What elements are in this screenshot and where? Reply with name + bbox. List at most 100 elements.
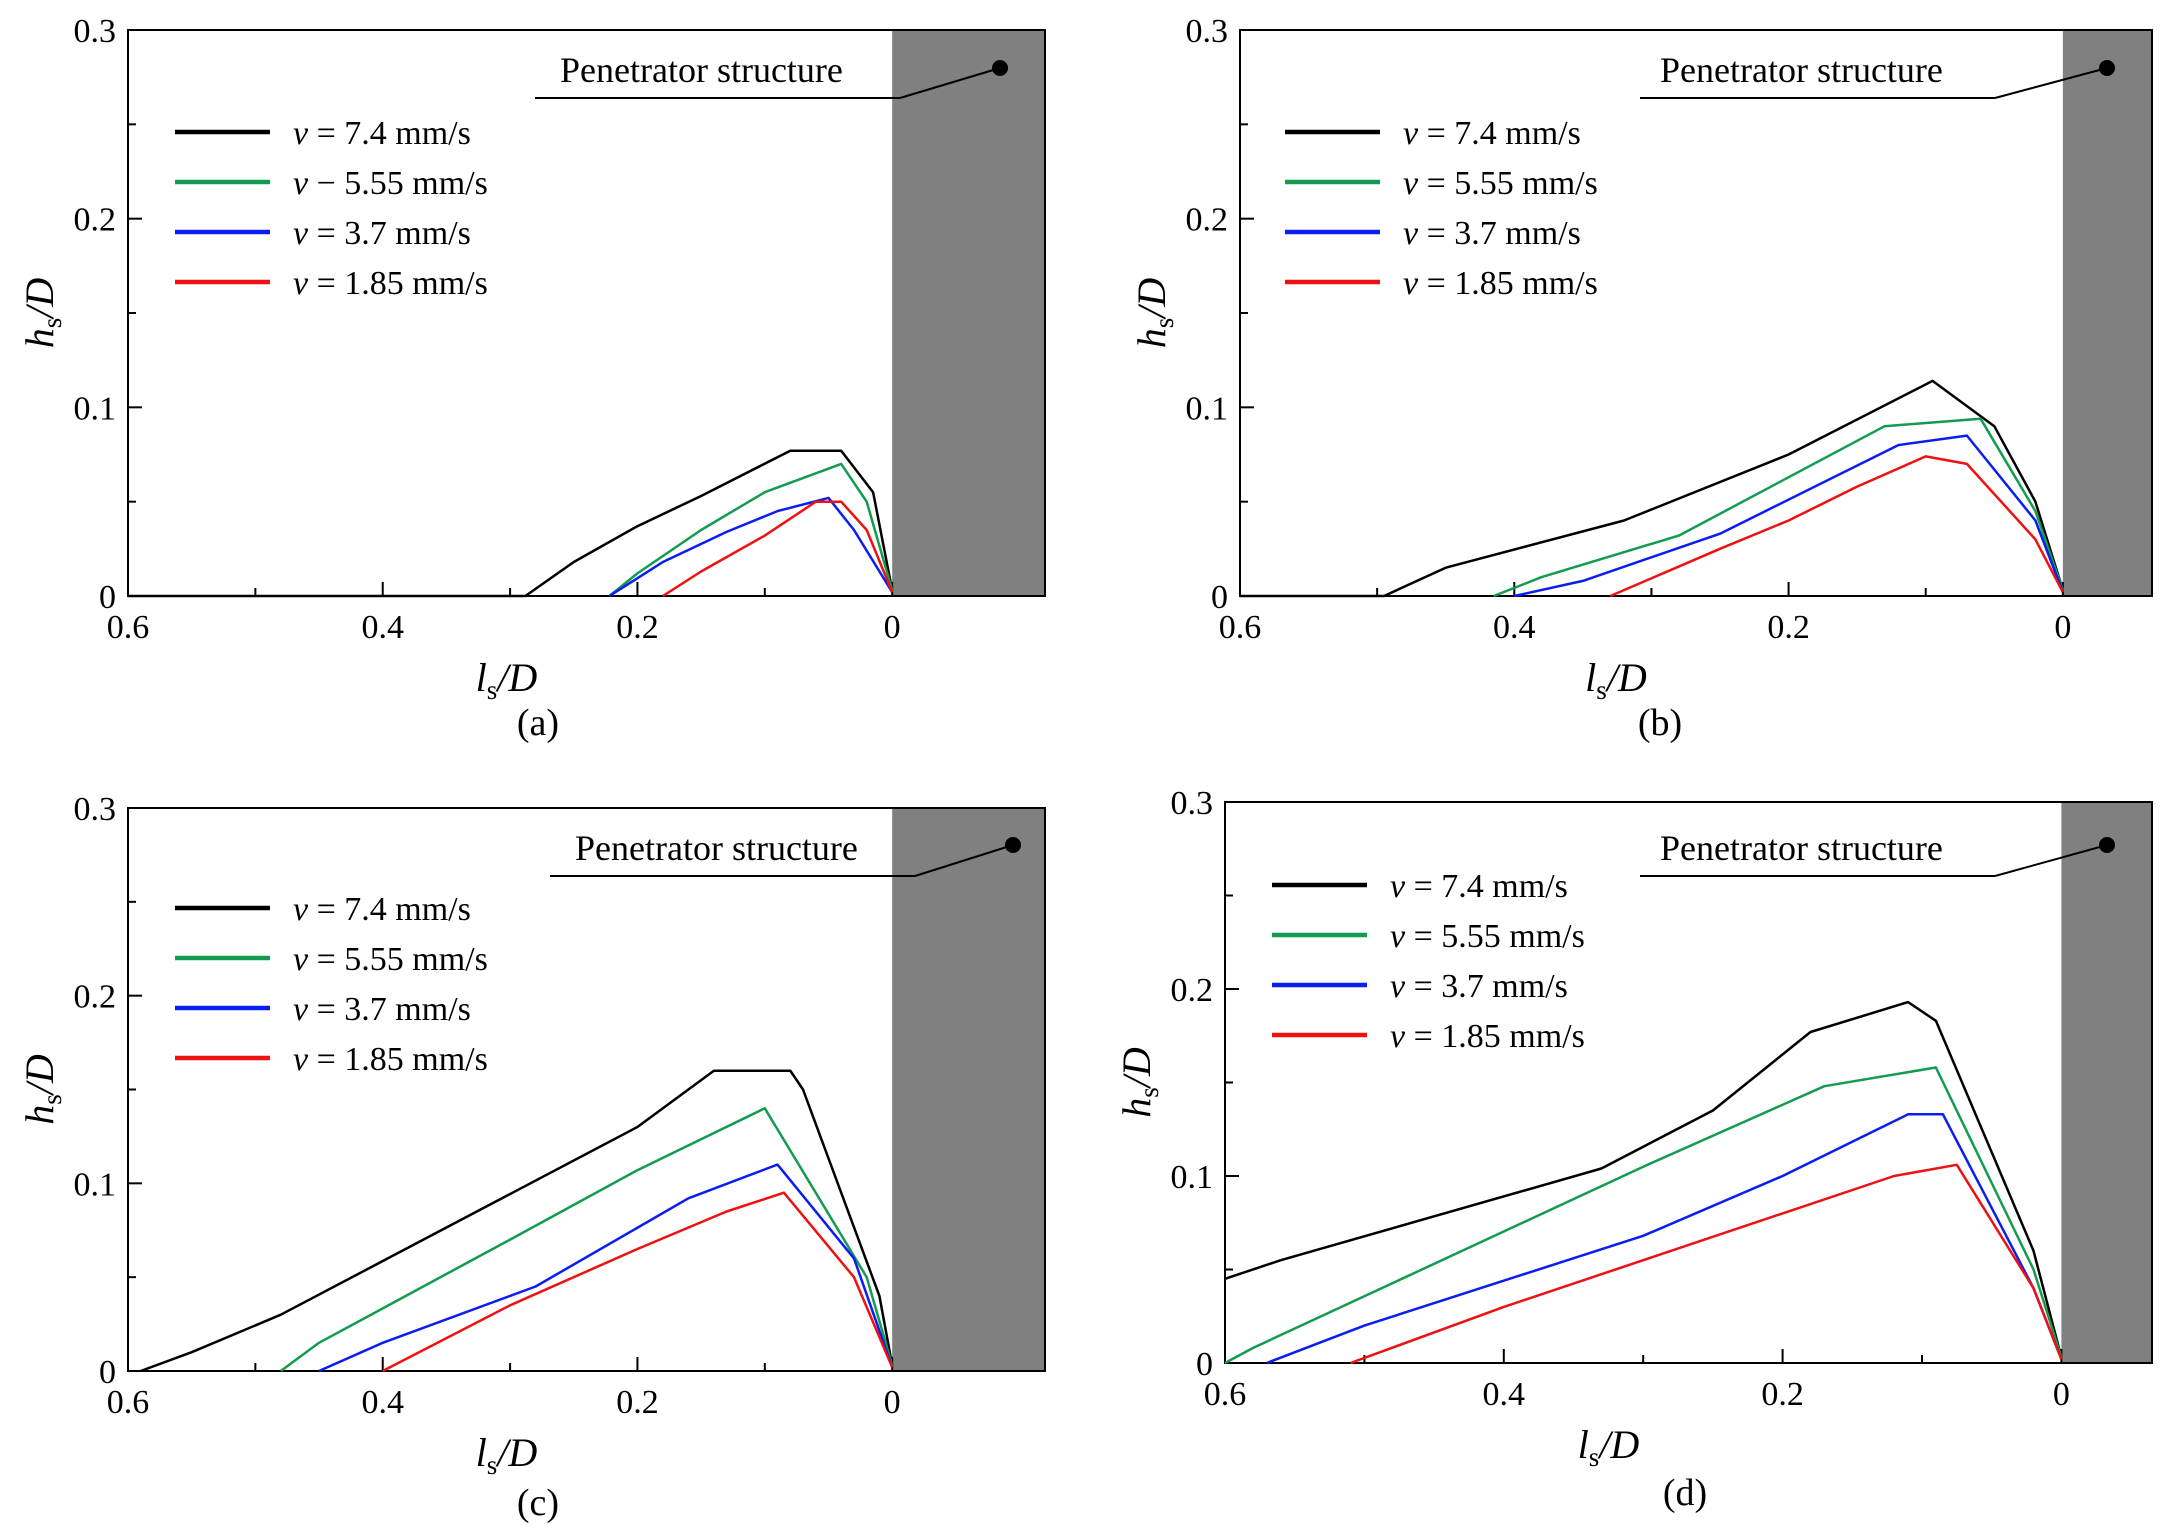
y-tick-label: 0.1 [74, 390, 117, 427]
panel-caption: (d) [1663, 1472, 1707, 1514]
legend-value: = 7.4 mm/s [1418, 115, 1581, 152]
x-tick-label: 0.4 [361, 1384, 404, 1421]
x-tick-label: 0.6 [1219, 609, 1262, 646]
legend-variable: v [293, 941, 309, 978]
x-axis-label: ls/D [476, 655, 538, 705]
y-axis-label: hs/D [17, 278, 67, 349]
legend-variable: v [293, 265, 309, 302]
y-tick-label: 0.3 [74, 13, 117, 50]
x-axis-label: ls/D [1585, 655, 1647, 705]
x-tick-label: 0.4 [1483, 1376, 1526, 1413]
x-tick-label: 0 [884, 609, 901, 646]
legend-value: = 7.4 mm/s [308, 891, 471, 928]
annotation-dot [992, 60, 1008, 76]
legend-value: = 5.55 mm/s [308, 941, 488, 978]
y-tick-label: 0 [1211, 579, 1228, 616]
y-tick-label: 0 [1196, 1346, 1213, 1383]
x-tick-label: 0.4 [361, 609, 404, 646]
x-tick-label: 0.6 [1204, 1376, 1247, 1413]
series-line-3 [382, 1191, 894, 1373]
x-tick-label: 0.4 [1493, 609, 1536, 646]
penetrator-label: Penetrator structure [560, 50, 843, 90]
legend-entry: v − 5.55 mm/s [293, 165, 488, 202]
y-axis-label-main: h [1114, 1098, 1159, 1118]
legend-variable: v [293, 1041, 309, 1078]
x-tick-label: 0.2 [1761, 1376, 1804, 1413]
x-tick-label: 0 [2054, 609, 2071, 646]
legend-variable: v [293, 165, 309, 202]
x-tick-label: 0.6 [107, 609, 150, 646]
series-line-0 [128, 449, 894, 598]
legend-variable: v [293, 891, 309, 928]
x-axis-label-subscript: s [1589, 1442, 1600, 1472]
y-axis-label: hs/D [17, 1054, 67, 1125]
legend-entry: v = 1.85 mm/s [293, 1041, 488, 1078]
legend-entry: v = 1.85 mm/s [293, 265, 488, 302]
legend-entry: v = 3.7 mm/s [1390, 968, 1568, 1005]
y-axis-label-suffix: /D [17, 278, 62, 320]
y-axis-label-subscript: s [1149, 318, 1179, 329]
x-tick-label: 0 [884, 1384, 901, 1421]
y-tick-label: 0.2 [74, 202, 117, 239]
series-line-1 [608, 462, 894, 597]
legend-value: = 3.7 mm/s [1418, 215, 1581, 252]
y-axis-label-suffix: /D [1129, 278, 1174, 320]
legend-value: = 5.55 mm/s [1418, 165, 1598, 202]
x-axis-label-suffix: /D [495, 655, 537, 700]
legend-variable: v [1390, 1018, 1406, 1055]
legend-entry: v = 3.7 mm/s [1403, 215, 1581, 252]
legend-variable: v [1403, 265, 1419, 302]
y-axis-label-suffix: /D [1114, 1047, 1159, 1089]
x-axis-label-subscript: s [487, 1450, 498, 1480]
legend-entry: v = 1.85 mm/s [1390, 1018, 1585, 1055]
legend-entry: v = 5.55 mm/s [1390, 918, 1585, 955]
y-tick-label: 0 [99, 1354, 116, 1391]
penetrator-structure-block [892, 808, 1045, 1371]
y-axis-label: hs/D [1129, 278, 1179, 349]
legend-variable: v [293, 991, 309, 1028]
y-axis-label-subscript: s [37, 318, 67, 329]
chart-panel-b: 0.6 0.4 0.2 000.10.20.3ls/Dhs/Dv = 7.4 mm/s… [1129, 13, 2153, 744]
annotation-leader-line [914, 844, 1014, 877]
x-axis-label-main: l [1585, 655, 1596, 700]
x-axis-label-main: l [476, 655, 487, 700]
y-tick-label: 0 [99, 579, 116, 616]
y-axis-label-subscript: s [37, 1094, 67, 1105]
y-tick-label: 0.1 [1186, 390, 1229, 427]
chart-panel-c: 0.6 0.4 0.2 000.10.20.3ls/Dhs/Dv = 7.4 mm/s… [17, 791, 1046, 1524]
x-axis-label-main: l [1578, 1422, 1589, 1467]
x-tick-label: 0.6 [107, 1384, 150, 1421]
annotation-leader-line [1994, 67, 2108, 99]
chart-panel-d: 0.6 0.4 0.2 000.10.20.3ls/Dhs/Dv = 7.4 mm/s… [1114, 785, 2153, 1514]
series-line-1 [1224, 1066, 2063, 1365]
y-tick-label: 0.1 [74, 1166, 117, 1203]
legend-value: = 1.85 mm/s [308, 1041, 488, 1078]
legend-variable: v [1390, 868, 1406, 905]
x-tick-label: 0.2 [616, 609, 659, 646]
legend-entry: v = 1.85 mm/s [1403, 265, 1598, 302]
series-line-2 [608, 496, 894, 598]
legend-variable: v [1403, 215, 1419, 252]
x-tick-label: 0.2 [1767, 609, 1810, 646]
legend-value: = 1.85 mm/s [1418, 265, 1598, 302]
legend-variable: v [1390, 918, 1406, 955]
penetrator-structure-block [2061, 802, 2152, 1363]
series-line-2 [1266, 1113, 2063, 1365]
penetrator-label: Penetrator structure [1660, 50, 1943, 90]
y-axis-label-suffix: /D [17, 1054, 62, 1096]
x-tick-label: 0 [2053, 1376, 2070, 1413]
y-tick-label: 0.1 [1171, 1159, 1214, 1196]
y-axis-label-subscript: s [1134, 1087, 1164, 1098]
legend-value: = 5.55 mm/s [1405, 918, 1585, 955]
annotation-leader-line [899, 67, 1001, 99]
chart-panel-a: 0.6 0.4 0.2 000.10.20.3ls/Dhs/Dv = 7.4 mm/s… [17, 13, 1046, 744]
legend-variable: v [1390, 968, 1406, 1005]
legend-value: − 5.55 mm/s [308, 165, 488, 202]
y-tick-label: 0.2 [1186, 202, 1229, 239]
legend-value: = 3.7 mm/s [1405, 968, 1568, 1005]
annotation-dot [2099, 60, 2115, 76]
y-tick-label: 0.3 [1186, 13, 1229, 50]
panel-caption: (c) [517, 1482, 559, 1524]
legend-entry: v = 5.55 mm/s [293, 941, 488, 978]
